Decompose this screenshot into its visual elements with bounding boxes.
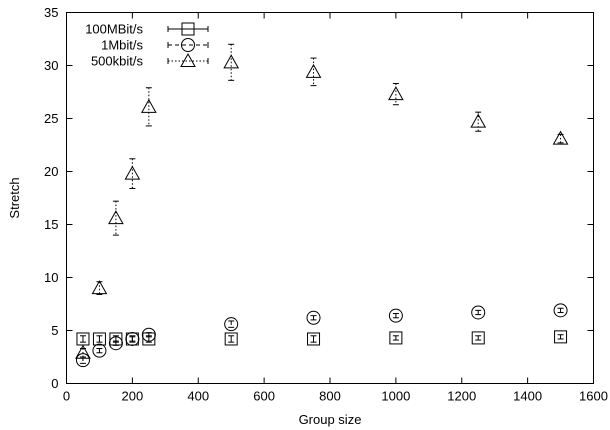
plot-frame xyxy=(66,12,594,384)
data-point-square xyxy=(389,331,403,345)
x-axis-label: Group size xyxy=(299,412,362,427)
legend-marker-triangle xyxy=(180,52,196,67)
data-point-triangle xyxy=(305,63,322,78)
data-point-triangle xyxy=(124,165,141,180)
x-tick-label: 600 xyxy=(253,389,275,404)
y-tick-label: 30 xyxy=(44,58,58,73)
axis-ticks: 0 200 400 600 800 1000 1200 1400 1600 0 5 10 15 20 25 3… xyxy=(44,5,608,404)
x-tick-label: 1200 xyxy=(447,389,476,404)
data-point-circle xyxy=(125,331,140,346)
legend-label: 500kbit/s xyxy=(91,54,144,69)
data-point-circle xyxy=(75,353,90,368)
data-point-square xyxy=(554,330,568,344)
series-1 xyxy=(75,303,568,368)
data-point-circle xyxy=(92,343,107,358)
data-point-circle xyxy=(224,317,239,332)
legend-marker-circle xyxy=(181,38,195,52)
data-point-triangle xyxy=(388,86,404,101)
legend-marker-square xyxy=(181,22,195,36)
data-point-triangle xyxy=(91,280,108,295)
data-point-triangle xyxy=(470,113,487,128)
x-tick-label: 1000 xyxy=(381,389,410,404)
x-tick-label: 400 xyxy=(187,389,209,404)
data-point-circle xyxy=(388,308,403,323)
x-tick-label: 1400 xyxy=(513,389,542,404)
y-axis-label: Stretch xyxy=(7,177,22,218)
legend-label: 100MBit/s xyxy=(85,22,143,37)
x-tick-label: 200 xyxy=(122,389,144,404)
y-tick-label: 20 xyxy=(44,164,58,179)
legend-label: 1Mbit/s xyxy=(101,38,143,53)
data-point-triangle xyxy=(552,130,569,145)
data-point-square xyxy=(92,332,106,346)
y-tick-label: 5 xyxy=(51,323,58,338)
data-point-triangle xyxy=(108,210,124,225)
data-layer xyxy=(75,43,569,368)
y-tick-label: 35 xyxy=(44,5,58,20)
data-point-square xyxy=(471,331,485,345)
data-point-triangle xyxy=(140,98,157,113)
x-tick-label: 0 xyxy=(63,389,70,404)
data-point-circle xyxy=(141,327,156,342)
data-point-square xyxy=(224,332,238,346)
series-2 xyxy=(75,43,569,359)
y-tick-label: 25 xyxy=(44,111,58,126)
y-tick-label: 10 xyxy=(44,270,58,285)
x-tick-label: 1600 xyxy=(579,389,608,404)
data-point-circle xyxy=(471,305,486,320)
x-tick-label: 800 xyxy=(319,389,341,404)
y-tick-label: 15 xyxy=(44,217,58,232)
data-point-circle xyxy=(108,336,123,351)
data-point-square xyxy=(307,332,321,346)
data-point-circle xyxy=(553,303,568,318)
data-point-triangle xyxy=(223,54,240,69)
y-tick-label: 0 xyxy=(51,376,58,391)
data-point-triangle xyxy=(75,344,91,359)
data-point-circle xyxy=(306,310,321,325)
